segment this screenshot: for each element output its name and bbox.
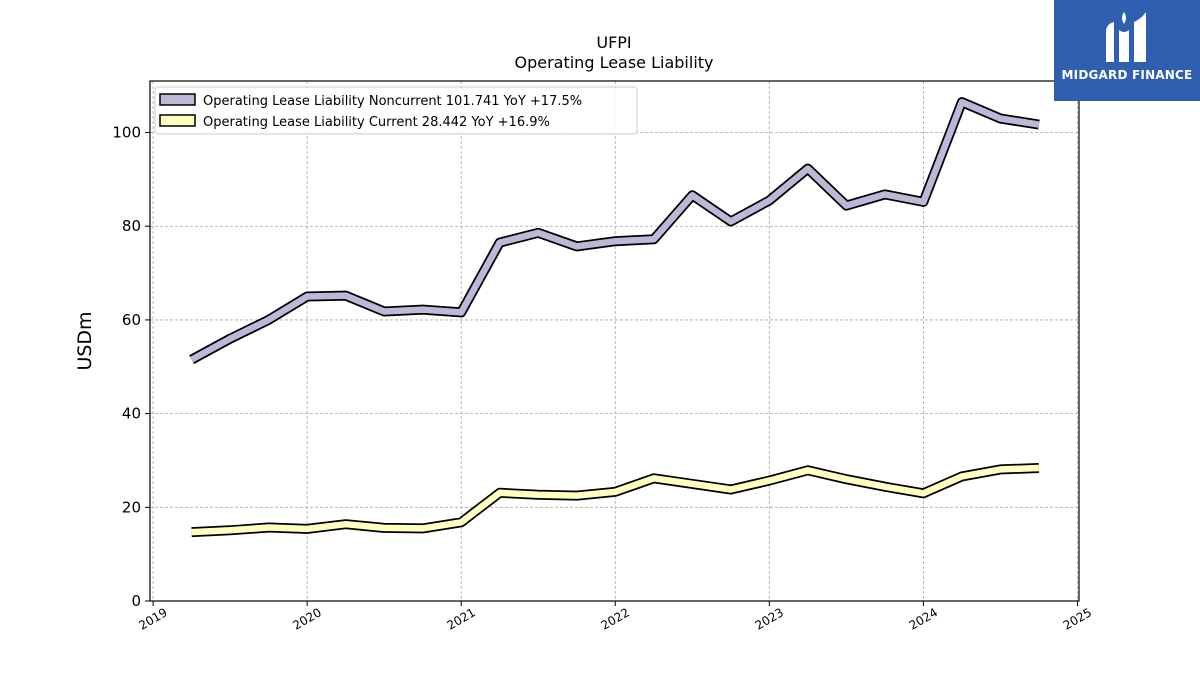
y-tick-label: 20 [122, 498, 141, 516]
midgard-logo-icon [1106, 12, 1146, 62]
y-tick-label: 40 [122, 405, 141, 423]
y-tick-label: 60 [122, 311, 141, 329]
series-line-0 [190, 98, 1040, 363]
x-tick-label: 2024 [907, 605, 940, 632]
y-tick-label: 100 [112, 124, 141, 142]
legend-label-noncurrent: Operating Lease Liability Noncurrent 101… [203, 94, 582, 109]
brand-name: MIDGARD FINANCE [1061, 68, 1193, 82]
brand-logo: MIDGARD FINANCE [1054, 0, 1200, 101]
plot-frame [149, 80, 1080, 602]
x-tick-label: 2020 [290, 605, 323, 632]
x-tick-label: 2019 [136, 605, 169, 632]
chart-title: UFPI [596, 33, 631, 52]
y-tick-label: 0 [131, 592, 141, 610]
x-axis-ticks: 2019 2020 2021 2022 2023 2024 2025 [136, 601, 1094, 633]
chart-subtitle: Operating Lease Liability [514, 53, 713, 72]
legend-swatch-current [159, 114, 196, 127]
y-axis-ticks: 0 20 40 60 80 100 [112, 124, 150, 610]
y-tick-label: 80 [122, 217, 141, 235]
series-layer [189, 97, 1040, 538]
grid [150, 81, 1079, 601]
legend-box [154, 86, 638, 135]
y-axis-label: USDm [74, 311, 96, 370]
series-line-1 [191, 464, 1040, 536]
x-tick-label: 2021 [444, 605, 477, 632]
legend-label-current: Operating Lease Liability Current 28.442… [203, 115, 550, 130]
legend-swatch-noncurrent [159, 93, 196, 106]
x-tick-label: 2025 [1061, 605, 1094, 632]
x-tick-label: 2022 [599, 605, 632, 632]
x-tick-label: 2023 [753, 605, 786, 632]
legend: Operating Lease Liability Noncurrent 101… [154, 86, 638, 135]
